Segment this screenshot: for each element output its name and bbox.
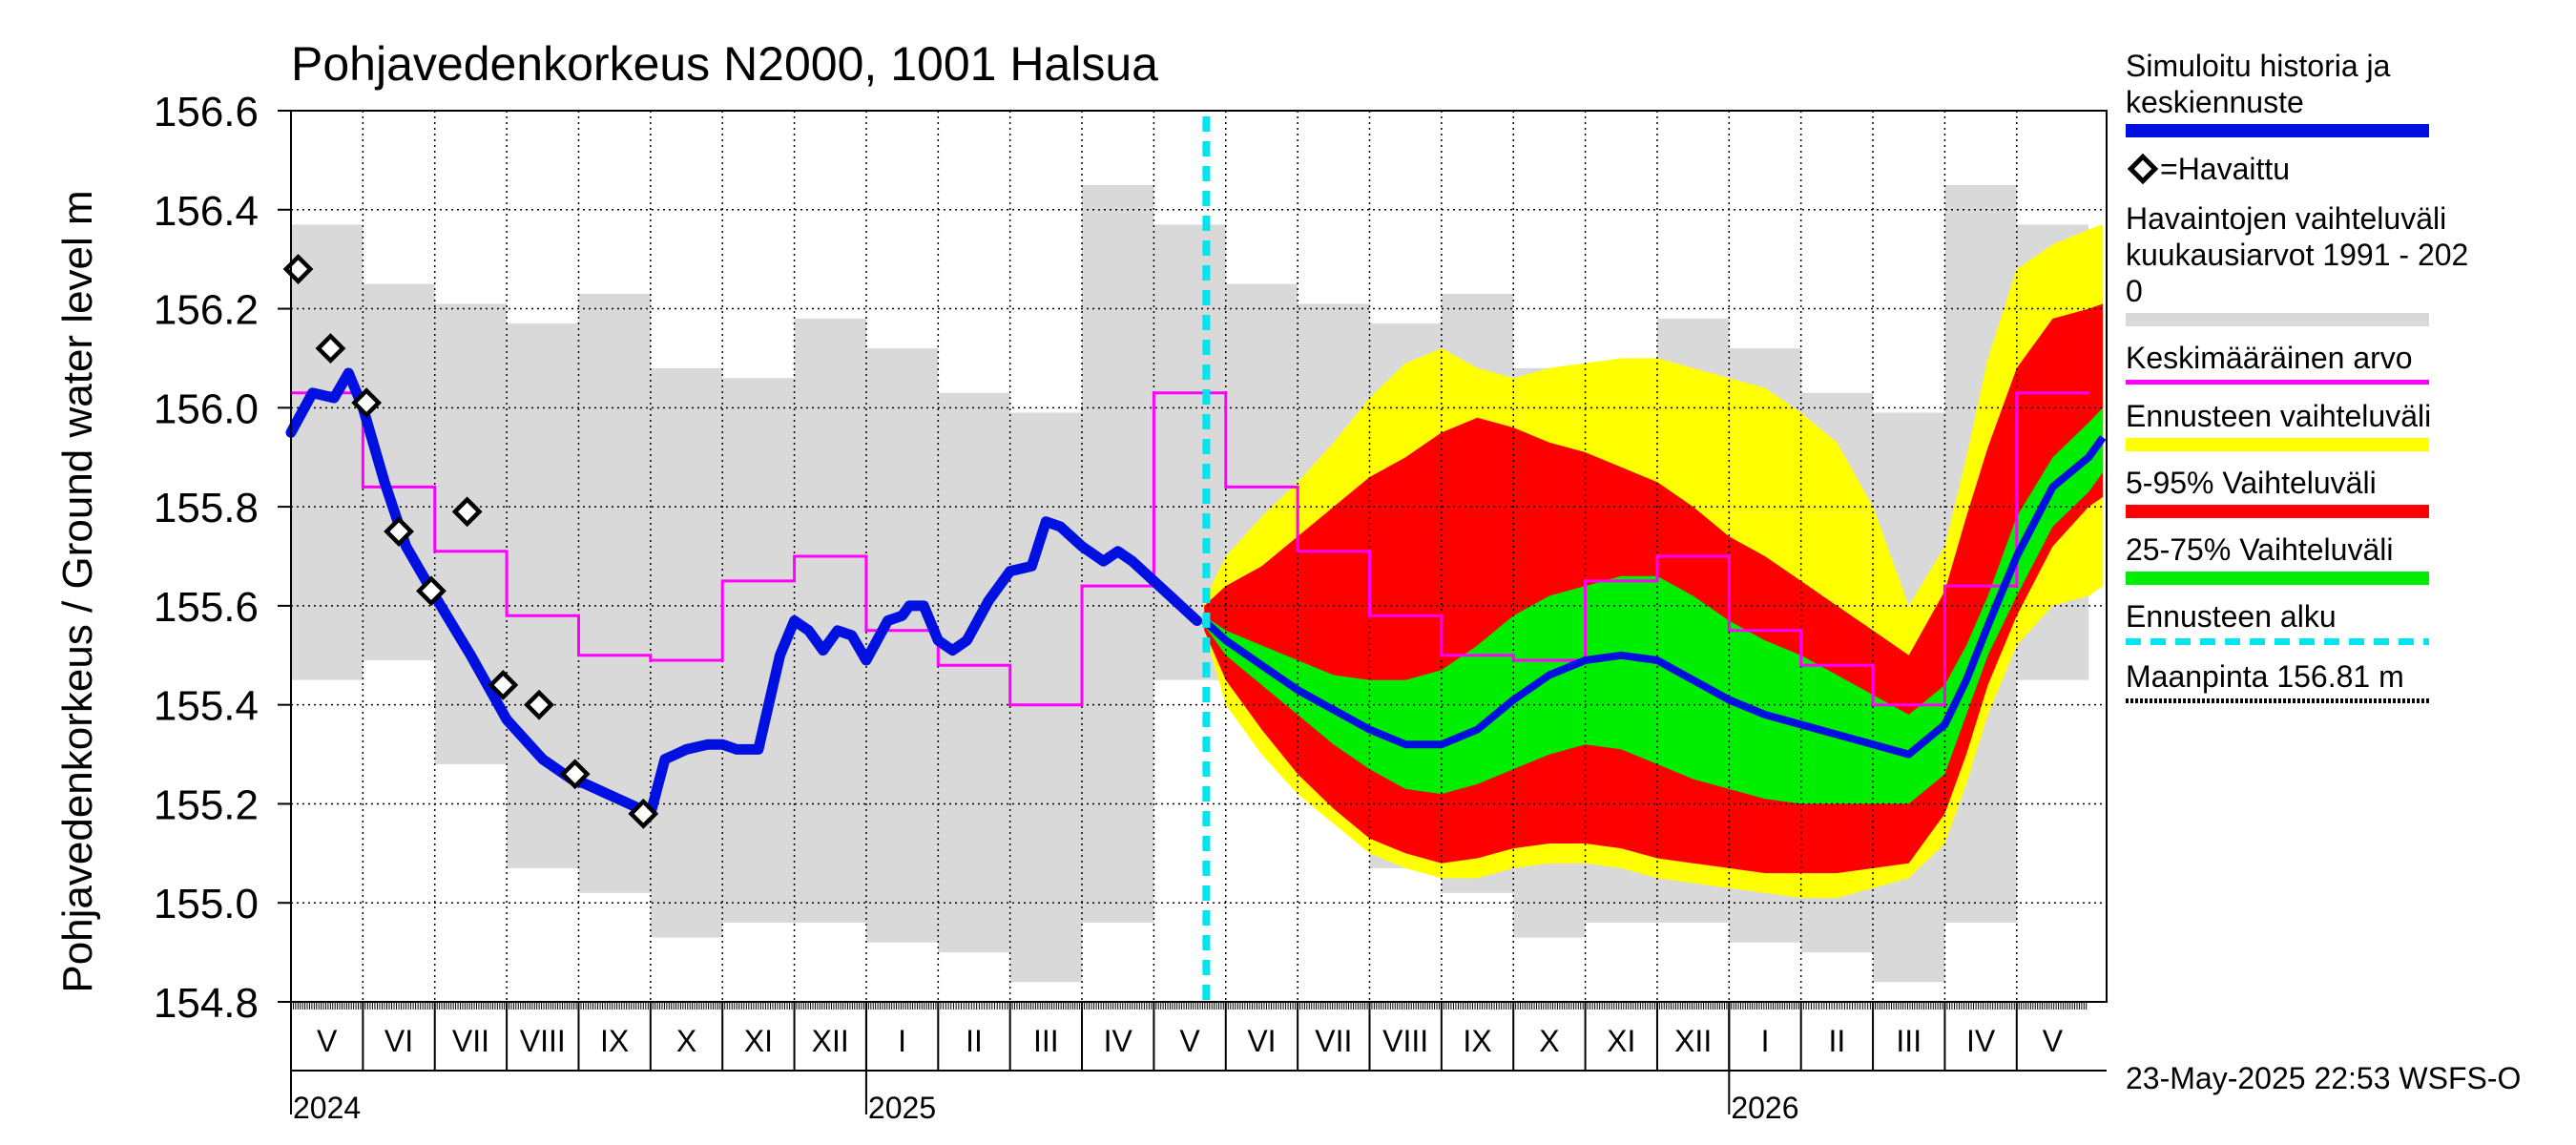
observed-point <box>282 254 314 284</box>
y-axis-label: Pohjavedenkorkeus / Ground water level m <box>54 190 101 992</box>
month-label: II <box>1828 1024 1845 1058</box>
history-line <box>285 367 1203 820</box>
month-label: X <box>676 1024 696 1058</box>
month-label: I <box>1761 1024 1770 1058</box>
year-label: 2026 <box>1731 1091 1798 1125</box>
month-label: VII <box>1315 1024 1352 1058</box>
y-tick-label: 156.0 <box>154 385 259 432</box>
diamond-icon <box>2127 153 2159 185</box>
y-tick-label: 156.6 <box>154 89 259 135</box>
legend: Simuloitu historia ja keskiennuste =Hava… <box>2126 48 2565 717</box>
month-label: II <box>966 1024 983 1058</box>
chart-title: Pohjavedenkorkeus N2000, 1001 Halsua <box>291 37 1158 91</box>
month-label: IX <box>1463 1024 1491 1058</box>
month-label: XII <box>1674 1024 1712 1058</box>
mean-step-line <box>291 391 2089 707</box>
month-label: VI <box>384 1024 413 1058</box>
legend-forecast-start-swatch <box>2126 638 2429 645</box>
legend-history: Simuloitu historia ja keskiennuste <box>2126 48 2565 137</box>
legend-p25-75-swatch <box>2126 572 2429 585</box>
obs-range-band <box>794 318 866 923</box>
legend-forecast-range: Ennusteen vaihteluväli <box>2126 398 2565 451</box>
legend-p25-75: 25-75% Vaihteluväli <box>2126 531 2565 585</box>
obs-range-band <box>938 392 1010 953</box>
month-label: I <box>898 1024 906 1058</box>
month-label: VIII <box>520 1024 566 1058</box>
observed-point <box>416 575 447 607</box>
month-label: X <box>1539 1024 1559 1058</box>
y-tick-label: 156.2 <box>154 287 259 334</box>
year-label: 2025 <box>868 1091 936 1125</box>
mean-line <box>291 391 2089 707</box>
obs-range-band <box>650 367 723 938</box>
observed-point <box>351 387 383 419</box>
observed-point <box>315 333 346 364</box>
observed-point <box>451 496 483 528</box>
plot-frame <box>290 110 2108 1003</box>
month-label: IV <box>1966 1024 1996 1058</box>
month-label: XI <box>1607 1024 1635 1058</box>
obs-range-band <box>363 283 435 660</box>
observed-point <box>384 516 414 547</box>
y-tick-label: 154.8 <box>154 980 259 1027</box>
obs-range-band <box>1009 412 1083 983</box>
month-label: XI <box>744 1024 773 1058</box>
month-label: V <box>317 1024 338 1058</box>
month-label: V <box>2043 1024 2064 1058</box>
y-tick-label: 156.4 <box>154 188 259 235</box>
legend-obs-range-swatch <box>2126 313 2429 326</box>
axes <box>290 110 2108 1072</box>
month-label: XII <box>812 1024 849 1058</box>
observed-point <box>524 689 554 720</box>
legend-ground-swatch <box>2126 698 2429 703</box>
obs-range-band <box>507 323 579 868</box>
y-tick-label: 155.8 <box>154 485 259 531</box>
legend-mean-swatch <box>2126 380 2429 385</box>
month-label: VIII <box>1382 1024 1428 1058</box>
legend-forecast-range-swatch <box>2126 438 2429 451</box>
month-label: IV <box>1104 1024 1133 1058</box>
legend-observed: =Havaittu <box>2126 151 2565 187</box>
observed-point <box>488 670 519 700</box>
month-label: VII <box>452 1024 489 1058</box>
month-label: IX <box>600 1024 629 1058</box>
legend-mean: Keskimääräinen arvo <box>2126 340 2565 385</box>
year-label: 2024 <box>293 1091 361 1125</box>
legend-obs-range: Havaintojen vaihteluväli kuukausiarvot 1… <box>2126 200 2565 326</box>
legend-history-swatch <box>2126 124 2429 137</box>
forecast-median-line <box>1201 435 2107 759</box>
month-label: III <box>1896 1024 1922 1058</box>
legend-p5-95-swatch <box>2126 505 2429 518</box>
obs-range-band <box>291 224 364 680</box>
y-tick-label: 155.0 <box>154 881 259 927</box>
observed-point <box>628 798 659 829</box>
month-label: VI <box>1247 1024 1276 1058</box>
month-label: III <box>1033 1024 1059 1058</box>
y-tick-label: 155.6 <box>154 584 259 631</box>
ticks: 154.8 155.0 155.2 155.4 155.6 155.8 156.0 156.2… <box>154 89 2088 1125</box>
legend-p5-95: 5-95% Vaihteluväli <box>2126 465 2565 518</box>
legend-ground: Maanpinta 156.81 m <box>2126 658 2565 703</box>
history-line <box>285 367 2107 820</box>
month-label: V <box>1179 1024 1200 1058</box>
observed-points <box>282 254 659 829</box>
timestamp-footer: 23-May-2025 22:53 WSFS-O <box>2126 1061 2522 1095</box>
y-tick-label: 155.4 <box>154 683 259 730</box>
y-tick-label: 155.2 <box>154 781 259 828</box>
observed-point <box>559 759 591 790</box>
legend-forecast-start: Ennusteen alku <box>2126 598 2565 645</box>
